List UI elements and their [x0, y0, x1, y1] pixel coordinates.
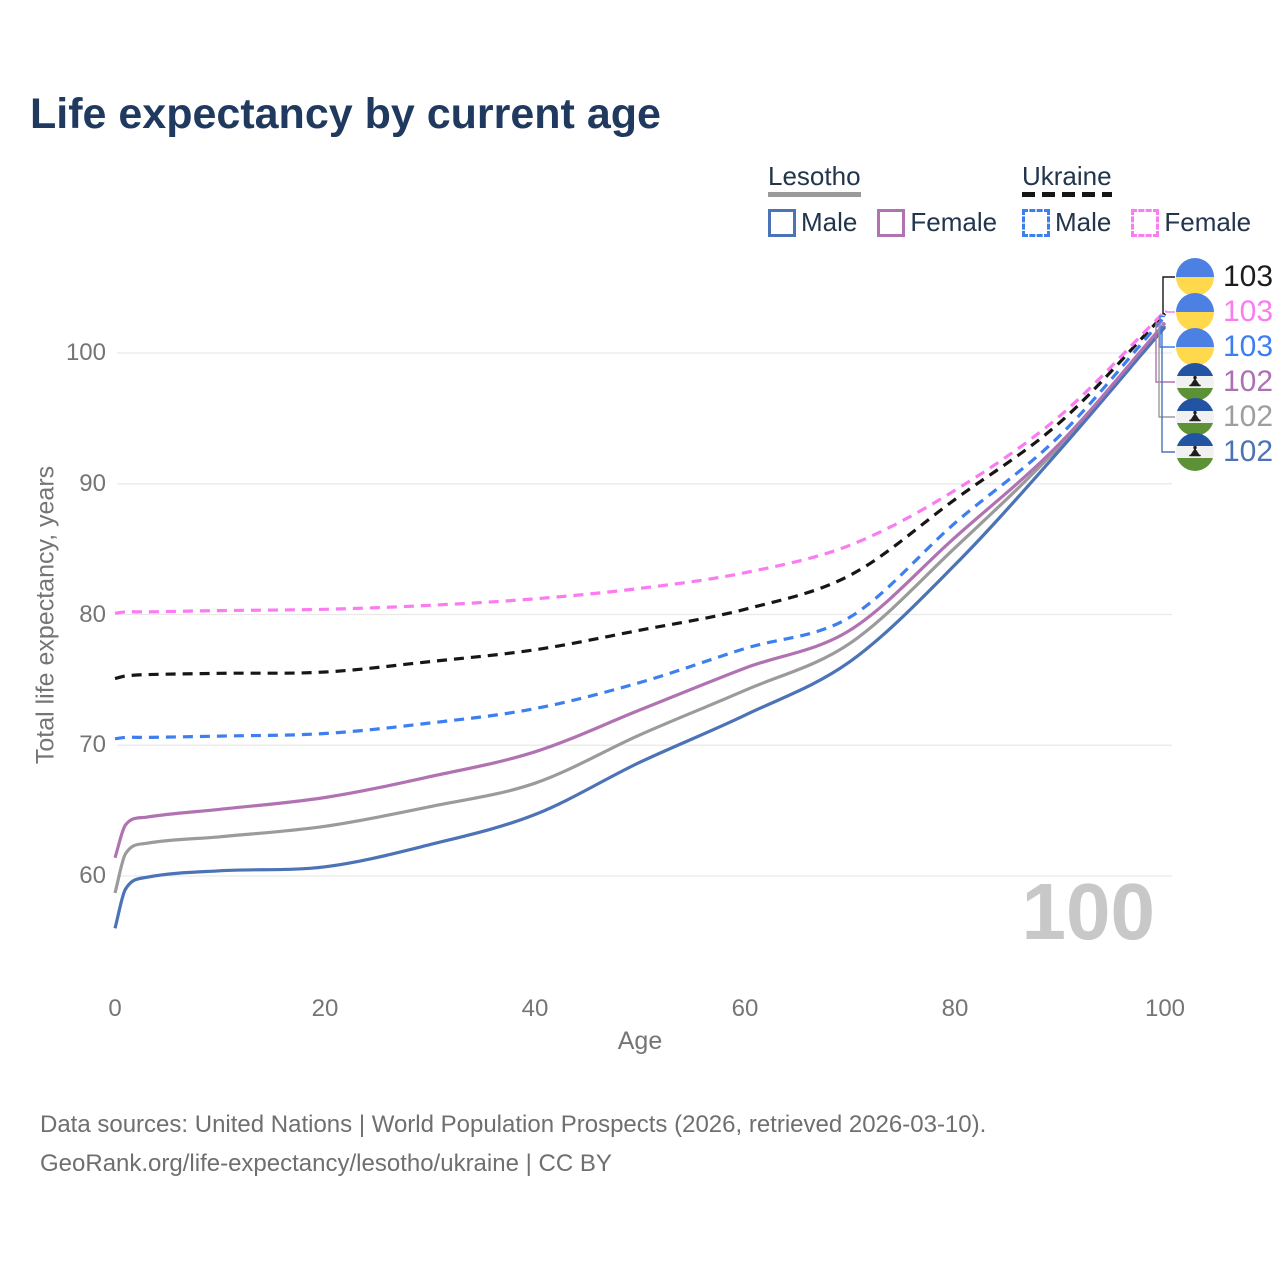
x-tick-label: 80	[941, 995, 969, 1022]
end-label-value: 103	[1223, 295, 1274, 328]
legend-label: Male	[801, 207, 858, 237]
end-label-row: 102	[1176, 398, 1273, 436]
lesotho-solid-line-key	[768, 192, 861, 197]
y-tick-label: 60	[79, 862, 106, 889]
legend-label: Male	[1055, 207, 1112, 237]
series-line-ukraine-both-sexes	[114, 312, 1167, 681]
series-line-ukraine-female	[114, 310, 1167, 615]
label-connector	[1155, 322, 1175, 383]
x-tick-label: 100	[1144, 995, 1186, 1022]
end-label-value: 102	[1223, 400, 1274, 433]
legend-label: Female	[1164, 207, 1252, 237]
end-label-row: 103	[1176, 258, 1273, 296]
lesotho-female-swatch-icon	[877, 208, 906, 237]
legend-country-ukraine: Ukraine	[1022, 162, 1112, 197]
legend-country-lesotho-label: Lesotho	[768, 161, 861, 191]
ukraine-female-swatch-icon	[1131, 208, 1160, 237]
end-label-value: 103	[1223, 260, 1274, 293]
legend-group-ukraine: Ukraine Male Female	[1022, 162, 1251, 238]
ukraine-flag-icon	[1176, 328, 1214, 366]
ukraine-male-swatch-icon	[1022, 208, 1050, 237]
y-tick-label: 90	[79, 469, 106, 497]
y-tick-label: 100	[65, 339, 106, 366]
end-label-value: 102	[1223, 365, 1274, 398]
x-tick-label: 40	[521, 995, 549, 1022]
ukraine-flag-icon	[1176, 293, 1214, 331]
label-connector	[1162, 276, 1175, 315]
x-tick-label: 0	[108, 995, 122, 1022]
lesotho-flag-icon	[1176, 398, 1214, 436]
legend-item-lesotho-female: Female	[877, 207, 997, 238]
x-tick-label: 60	[731, 995, 759, 1022]
legend-item-lesotho-male: Male	[768, 207, 857, 238]
end-label-value: 102	[1223, 435, 1274, 468]
series-line-lesotho-both-sexes	[113, 324, 1167, 894]
ukraine-flag-icon	[1176, 258, 1214, 296]
attribution-text: GeoRank.org/life-expectancy/lesotho/ukra…	[40, 1150, 612, 1177]
legend-item-ukraine-male: Male	[1022, 207, 1111, 238]
legend-group-lesotho: Lesotho Male Female	[768, 162, 997, 238]
page-title: Life expectancy by current age	[30, 90, 661, 138]
y-tick-label: 80	[79, 600, 106, 628]
data-sources-text: Data sources: United Nations | World Pop…	[40, 1111, 987, 1138]
legend-country-lesotho: Lesotho	[768, 162, 861, 197]
label-connector	[1161, 326, 1175, 453]
lesotho-flag-icon	[1176, 363, 1214, 401]
label-connector	[1165, 310, 1175, 313]
lesotho-flag-icon	[1176, 433, 1214, 471]
end-label-row: 103	[1176, 328, 1273, 366]
series-line-lesotho-female	[113, 321, 1167, 859]
label-connector	[1158, 324, 1175, 418]
end-label-row: 102	[1176, 363, 1273, 401]
series-line-lesotho-male	[113, 325, 1167, 929]
lesotho-male-swatch-icon	[768, 208, 796, 237]
y-tick-label: 70	[79, 731, 106, 759]
ukraine-dashed-line-key	[1022, 192, 1112, 197]
age-watermark: 100	[1021, 867, 1155, 956]
legend-item-ukraine-female: Female	[1131, 207, 1251, 238]
end-label-value: 103	[1223, 330, 1274, 363]
legend-country-ukraine-label: Ukraine	[1022, 161, 1112, 191]
x-axis-title: Age	[617, 1027, 663, 1055]
x-tick-label: 20	[311, 995, 339, 1022]
legend-label: Female	[910, 207, 998, 237]
end-label-row: 103	[1176, 293, 1273, 331]
label-connector	[1159, 315, 1175, 348]
y-axis-title: Total life expectancy, years	[31, 465, 60, 765]
series-line-ukraine-male	[114, 315, 1167, 741]
end-label-row: 102	[1176, 433, 1273, 471]
